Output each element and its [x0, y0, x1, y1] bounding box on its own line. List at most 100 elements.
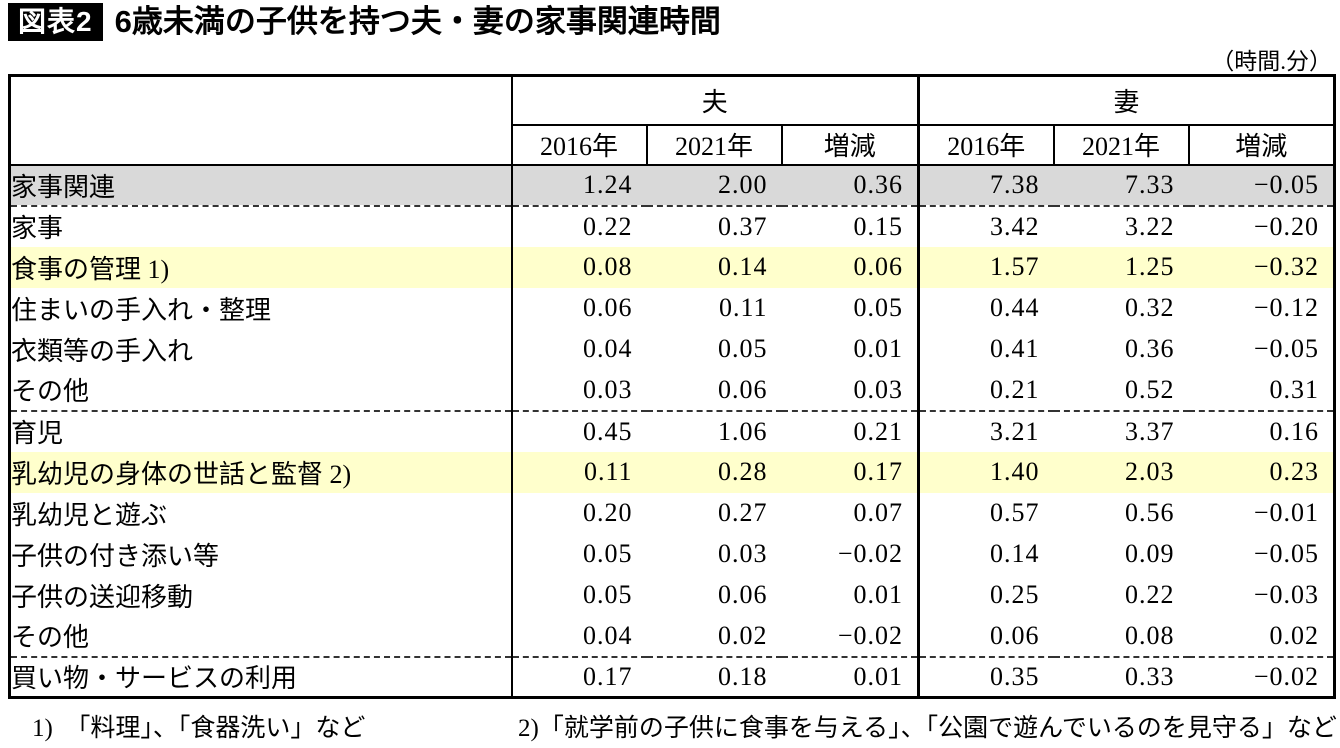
- value-cell: 1.57: [918, 246, 1054, 288]
- table-row: その他 0.04 0.02 −0.02 0.06 0.08 0.02: [9, 615, 1335, 658]
- value-cell: 0.05: [781, 287, 921, 329]
- col-header-husband-2016: 2016年: [510, 123, 648, 166]
- value-cell: 0.11: [718, 293, 768, 322]
- value-cell: 0.01: [781, 328, 921, 370]
- value-cell: 1.06: [718, 416, 768, 446]
- row-label: その他: [9, 369, 513, 412]
- group-header-wife: 妻: [917, 74, 1336, 126]
- value-cell: 0.14: [646, 246, 782, 288]
- value-cell: 1.25: [1053, 246, 1189, 288]
- value-cell: 0.09: [1125, 539, 1175, 568]
- group-header-row: 夫 妻: [9, 74, 1336, 166]
- value-cell: 2.03: [1053, 451, 1189, 493]
- row-label: 子供の付き添い等: [9, 533, 513, 575]
- value-cell: −0.20: [1253, 211, 1320, 241]
- value-cell: −0.05: [1253, 334, 1320, 363]
- unit-label: （時間.分）: [1211, 49, 1332, 74]
- col-header-wife-2021: 2021年: [1052, 123, 1190, 166]
- figure-titlebar: 図表2 6歳未満の子供を持つ夫・妻の家事関連時間: [8, 2, 721, 42]
- row-label: 乳幼児の身体の世話と監督 2): [9, 451, 513, 493]
- table-row: その他 0.03 0.06 0.03 0.21 0.52 0.31: [9, 369, 1335, 412]
- figure-title: 6歳未満の子供を持つ夫・妻の家事関連時間: [114, 4, 721, 39]
- value-cell: −0.05: [1253, 539, 1320, 568]
- row-label: 買い物・サービスの利用: [9, 656, 513, 698]
- value-cell: 0.18: [718, 661, 768, 691]
- value-cell: 0.17: [583, 661, 633, 691]
- row-label: 乳幼児と遊ぶ: [9, 492, 513, 534]
- value-cell: 0.56: [1125, 498, 1175, 527]
- table-row: 家事関連 1.24 2.00 0.36 7.38 7.33 −0.05: [9, 164, 1335, 207]
- value-cell: 3.21: [990, 416, 1040, 446]
- footnote-1: 1) 「料理」、「食器洗い」など: [32, 715, 366, 742]
- value-cell: 7.33: [1053, 164, 1189, 207]
- row-label: 育児: [9, 410, 513, 452]
- table-row: 子供の付き添い等 0.05 0.03 −0.02 0.14 0.09 −0.05: [9, 533, 1335, 575]
- value-cell: 0.07: [781, 492, 921, 534]
- value-cell: 0.08: [1053, 615, 1189, 658]
- value-cell: 0.21: [781, 410, 921, 452]
- value-cell: 0.04: [511, 615, 647, 658]
- table-row: 衣類等の手入れ 0.04 0.05 0.01 0.41 0.36 −0.05: [9, 328, 1335, 370]
- value-cell: −0.01: [1253, 498, 1320, 527]
- row-label: 食事の管理 1): [9, 246, 513, 288]
- value-cell: 0.21: [918, 369, 1054, 412]
- year-header-row: 2016年 2021年 増減 2016年 2021年 増減: [10, 123, 1336, 166]
- value-cell: 0.04: [583, 334, 633, 363]
- value-cell: 1.24: [511, 164, 647, 207]
- value-cell: −0.02: [1253, 661, 1320, 691]
- value-cell: 0.37: [718, 211, 768, 241]
- value-cell: −0.32: [1188, 246, 1335, 288]
- col-header-husband-2021: 2021年: [645, 123, 783, 166]
- value-cell: 0.17: [781, 451, 921, 493]
- value-cell: 0.35: [990, 661, 1040, 691]
- value-cell: 0.14: [990, 539, 1040, 568]
- table-row: 住まいの手入れ・整理 0.06 0.11 0.05 0.44 0.32 −0.1…: [9, 287, 1335, 329]
- value-cell: 0.11: [511, 451, 647, 493]
- table-row: 育児 0.45 1.06 0.21 3.21 3.37 0.16: [9, 410, 1335, 452]
- table-row: 家事 0.22 0.37 0.15 3.42 3.22 −0.20: [9, 205, 1335, 247]
- value-cell: 3.22: [1125, 211, 1175, 241]
- value-cell: 0.08: [511, 246, 647, 288]
- value-cell: 0.20: [583, 498, 633, 527]
- group-header-husband: 夫: [510, 74, 921, 126]
- value-cell: 0.23: [1188, 451, 1335, 493]
- value-cell: −0.12: [1253, 293, 1320, 322]
- value-cell: 0.06: [646, 369, 782, 412]
- value-cell: 2.00: [646, 164, 782, 207]
- value-cell: −0.02: [781, 533, 921, 575]
- value-cell: 0.32: [1125, 293, 1175, 322]
- value-cell: 0.31: [1188, 369, 1335, 412]
- value-cell: 0.03: [511, 369, 647, 412]
- value-cell: 0.45: [583, 416, 633, 446]
- value-cell: 0.57: [990, 498, 1040, 527]
- value-cell: 0.28: [646, 451, 782, 493]
- value-cell: 0.06: [918, 615, 1054, 658]
- value-cell: 0.05: [583, 539, 633, 568]
- value-cell: 0.03: [718, 539, 768, 568]
- value-cell: 0.05: [583, 580, 633, 609]
- value-cell: 3.37: [1125, 416, 1175, 446]
- value-cell: 0.41: [990, 334, 1040, 363]
- row-label: 子供の送迎移動: [9, 574, 513, 616]
- value-cell: 0.06: [583, 293, 633, 322]
- value-cell: 7.38: [918, 164, 1054, 207]
- value-cell: 0.36: [1125, 334, 1175, 363]
- col-header-husband-change: 増減: [780, 123, 921, 166]
- table-row: 買い物・サービスの利用 0.17 0.18 0.01 0.35 0.33 −0.…: [9, 656, 1335, 698]
- value-cell: 0.02: [1188, 615, 1335, 658]
- table-row: 子供の送迎移動 0.05 0.06 0.01 0.25 0.22 −0.03: [9, 574, 1335, 616]
- row-label: 家事: [9, 205, 513, 247]
- value-cell: 0.16: [1269, 416, 1320, 446]
- value-cell: 0.06: [718, 580, 768, 609]
- table-row: 乳幼児の身体の世話と監督 2) 0.11 0.28 0.17 1.40 2.03…: [9, 451, 1335, 493]
- value-cell: 0.25: [990, 580, 1040, 609]
- household-time-table: 夫 妻 2016年 2021年 増減 2016年 2021年 増減 家事関連 1…: [8, 74, 1337, 699]
- value-cell: 0.06: [781, 246, 921, 288]
- col-header-wife-change: 増減: [1187, 123, 1336, 166]
- value-cell: 1.40: [918, 451, 1054, 493]
- figure-badge: 図表2: [8, 3, 103, 41]
- table-row: 乳幼児と遊ぶ 0.20 0.27 0.07 0.57 0.56 −0.01: [9, 492, 1335, 534]
- value-cell: 0.01: [781, 656, 921, 698]
- value-cell: 0.02: [646, 615, 782, 658]
- value-cell: 0.03: [781, 369, 921, 412]
